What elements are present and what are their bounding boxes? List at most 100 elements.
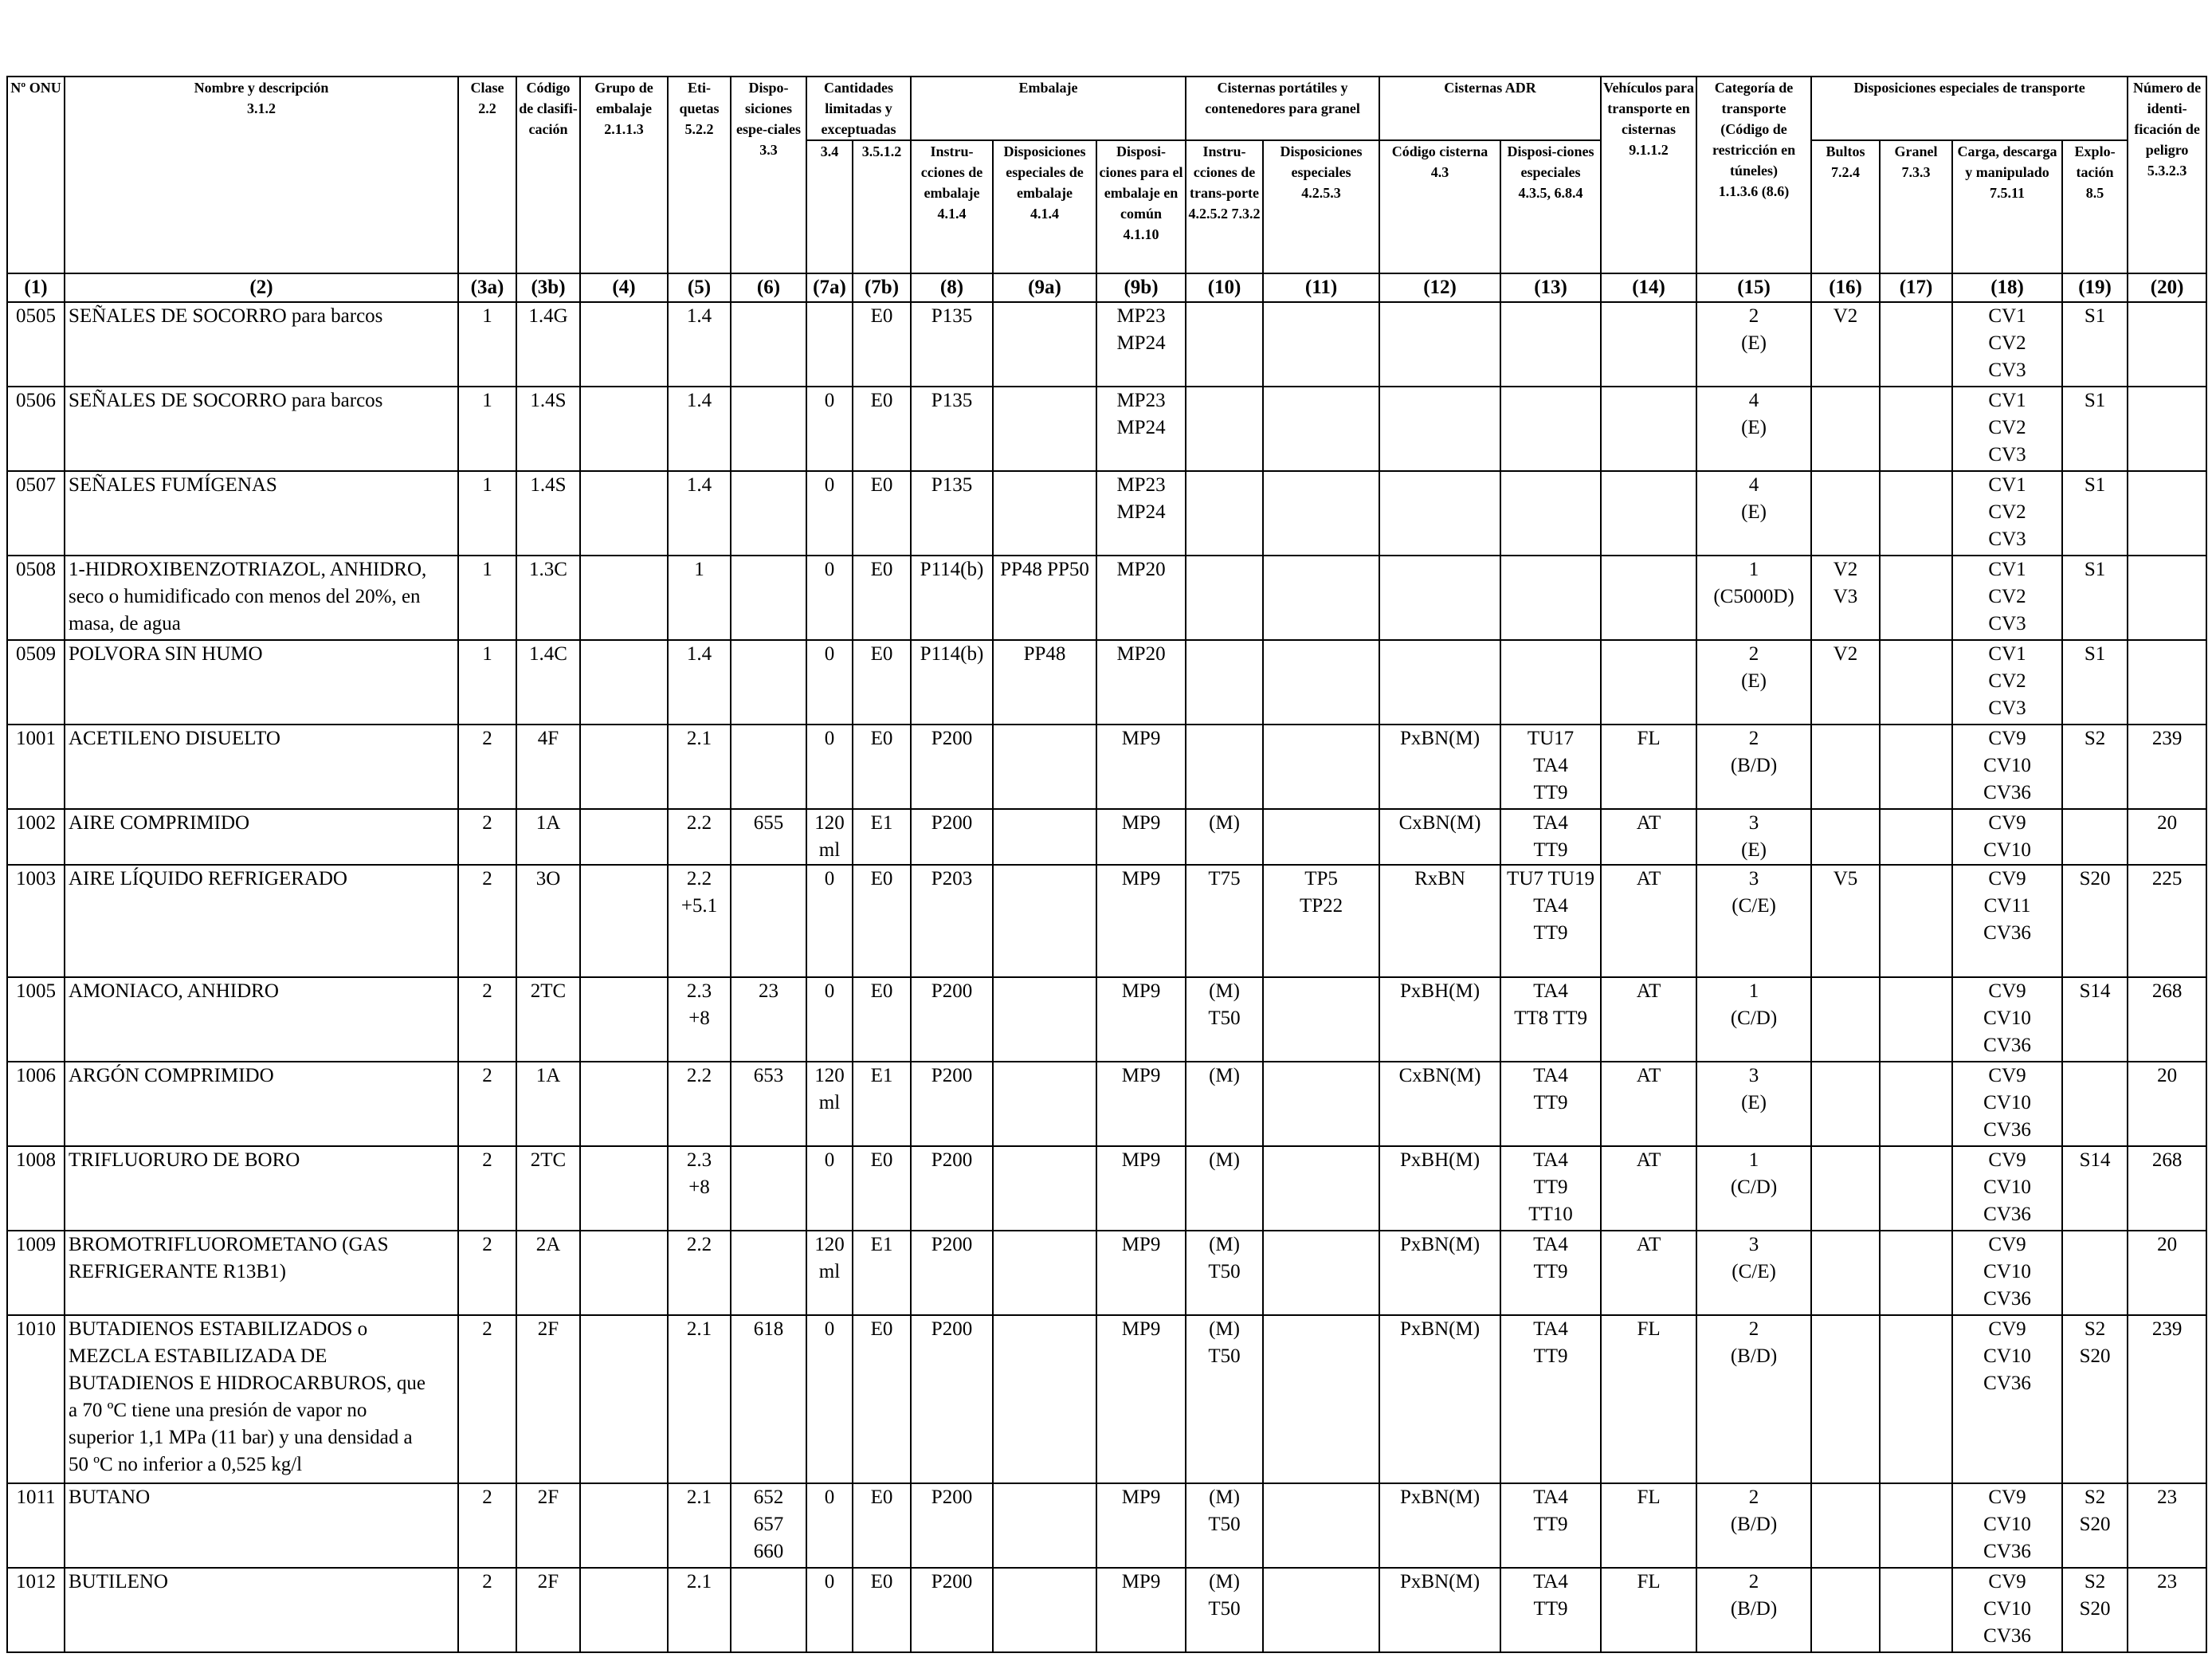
cell-line: 3 <box>1748 868 1759 890</box>
cell-dispEmb <box>992 1145 1097 1231</box>
cell-codigo: 1A <box>516 808 581 866</box>
cell-name: SEÑALES FUMÍGENAS <box>64 470 459 556</box>
cell-cat: 3 (C/E) <box>1696 864 1813 978</box>
cell-eq: E0 <box>852 1145 912 1231</box>
table-row: 1012 BUTILENO 2 2F 2.1 0 E0 P200 MP9 (M) T50 PxBN(M… <box>6 1567 2208 1653</box>
cell-disp <box>730 639 807 725</box>
cell-grupo <box>579 976 669 1062</box>
header-7a: 3.4 <box>806 139 853 274</box>
cell-line: 2 <box>1748 1571 1759 1592</box>
cell-line: 1 <box>1748 1149 1759 1171</box>
cell-line: 120 <box>814 1065 845 1086</box>
table-body: 0505 SEÑALES DE SOCORRO para barcos 1 1.4G 1… <box>6 301 2208 1653</box>
cell-line: CV10 <box>1983 1007 2031 1029</box>
cell-clase: 2 <box>457 864 517 978</box>
cell-line: 657 <box>753 1514 784 1535</box>
cell-line: V2 <box>1833 559 1858 580</box>
cell-lq: 0 <box>806 555 853 641</box>
cell-line: 2.2 <box>686 1065 712 1086</box>
cell-line: CV9 <box>1988 728 2026 749</box>
cell-explo: S2 S20 <box>2061 1567 2129 1653</box>
cell-line: CV9 <box>1988 1149 2026 1171</box>
cell-line: 2.1 <box>686 1571 712 1592</box>
cell-name: BUTADIENOS ESTABILIZADOS o MEZCLA ESTABIL… <box>64 1314 459 1484</box>
cell-line: CV3 <box>1988 613 2026 634</box>
cell-disp: 23 <box>730 976 807 1062</box>
cell-name: TRIFLUORURO DE BORO <box>64 1145 459 1231</box>
cell-line: 2.1 <box>686 728 712 749</box>
cell-line: +5.1 <box>680 895 718 917</box>
table-row: 1001 ACETILENO DISUELTO 2 4F 2.1 0 E0 P200 MP9 Px… <box>6 724 2208 810</box>
cell-line: MP9 <box>1121 812 1161 834</box>
cell-grupo <box>579 639 669 725</box>
cell-instr: P114(b) <box>910 639 994 725</box>
cell-line: MP9 <box>1121 868 1161 890</box>
cell-clase: 2 <box>457 1483 517 1569</box>
cell-disp <box>730 864 807 978</box>
cell-line: CV3 <box>1988 359 2026 381</box>
cell-comun: MP9 <box>1095 1145 1187 1231</box>
cell-line: 1.4 <box>686 474 712 496</box>
cell-line: 2 <box>1748 1486 1759 1508</box>
header-disposiciones: Dispo-siciones espe-ciales 3.3 <box>730 76 807 274</box>
column-number: (15) <box>1696 273 1813 303</box>
cell-eq: E1 <box>852 808 912 866</box>
cell-adrDisp: TA4 TT9 <box>1500 1567 1602 1653</box>
cell-line: REFRIGERANTE R13B1) <box>69 1261 286 1282</box>
cell-instr: P200 <box>910 1567 994 1653</box>
cell-line: CV9 <box>1988 868 2026 890</box>
cell-line: 120 <box>814 812 845 834</box>
cell-line: (C/E) <box>1732 895 1776 917</box>
cell-veh: AT <box>1600 1230 1698 1316</box>
cell-disp: 652 657 660 <box>730 1483 807 1569</box>
cell-line: TT9 <box>1533 1176 1568 1198</box>
cell-eq: E0 <box>852 1314 912 1484</box>
cell-line: CV10 <box>1983 1092 2031 1113</box>
cell-line: (M) <box>1209 1318 1240 1340</box>
cell-explo <box>2061 1230 2129 1316</box>
cell-line: S20 <box>2079 868 2111 890</box>
cell-granel <box>1879 864 1954 978</box>
cell-line: V2 <box>1833 305 1858 327</box>
header-granel: Granel 7.3.3 <box>1879 139 1954 274</box>
cell-line: (E) <box>1741 1092 1767 1113</box>
cell-codigo: 4F <box>516 724 581 810</box>
cell-bultos <box>1810 1061 1881 1147</box>
cell-line: TT9 <box>1533 1092 1568 1113</box>
cell-line: (C5000D) <box>1713 586 1794 607</box>
column-number: (3b) <box>516 273 581 303</box>
cell-cpInstr: (M) T50 <box>1185 1314 1265 1484</box>
cell-line: 23 <box>759 980 779 1002</box>
cell-etiquetas: 2.2 <box>667 808 731 866</box>
cell-carga: CV9 CV10 CV36 <box>1951 724 2064 810</box>
cell-line: 2.2 <box>686 868 712 890</box>
cell-line: ml <box>818 1092 841 1113</box>
cell-line: 0 <box>824 980 835 1002</box>
cell-cpInstr: (M) <box>1185 1145 1265 1231</box>
cell-cpDisp <box>1262 386 1381 472</box>
cell-eq: E1 <box>852 1061 912 1147</box>
cell-adrDisp: TA4 TT8 TT9 <box>1500 976 1602 1062</box>
cell-disp <box>730 301 807 387</box>
table-row: 1011 BUTANO 2 2F 2.1 652 657 660 0 E0 P200 MP9 (M) T5… <box>6 1483 2208 1569</box>
cell-line: AIRE COMPRIMIDO <box>69 812 250 834</box>
cell-explo: S1 <box>2061 639 2129 725</box>
cell-bultos <box>1810 724 1881 810</box>
cell-line: 2.2 <box>686 1234 712 1255</box>
cell-cat: 4 (E) <box>1696 386 1813 472</box>
table-row: 1003 AIRE LÍQUIDO REFRIGERADO 2 3O 2.2 +5.1 0 E… <box>6 864 2208 978</box>
cell-comun: MP9 <box>1095 808 1187 866</box>
cell-name: AIRE COMPRIMIDO <box>64 808 459 866</box>
cell-line: CV1 <box>1988 559 2026 580</box>
cell-line: CV2 <box>1988 586 2026 607</box>
cell-line: CV10 <box>1983 1345 2031 1367</box>
cell-grupo <box>579 470 669 556</box>
cell-clase: 1 <box>457 639 517 725</box>
column-number: (4) <box>579 273 669 303</box>
cell-dispEmb <box>992 808 1097 866</box>
cell-line: (M) <box>1209 1065 1240 1086</box>
cell-bultos: V2 V3 <box>1810 555 1881 641</box>
cell-cpDisp <box>1262 639 1381 725</box>
cell-line: CV36 <box>1983 1204 2031 1225</box>
cell-line: TT10 <box>1528 1204 1573 1225</box>
